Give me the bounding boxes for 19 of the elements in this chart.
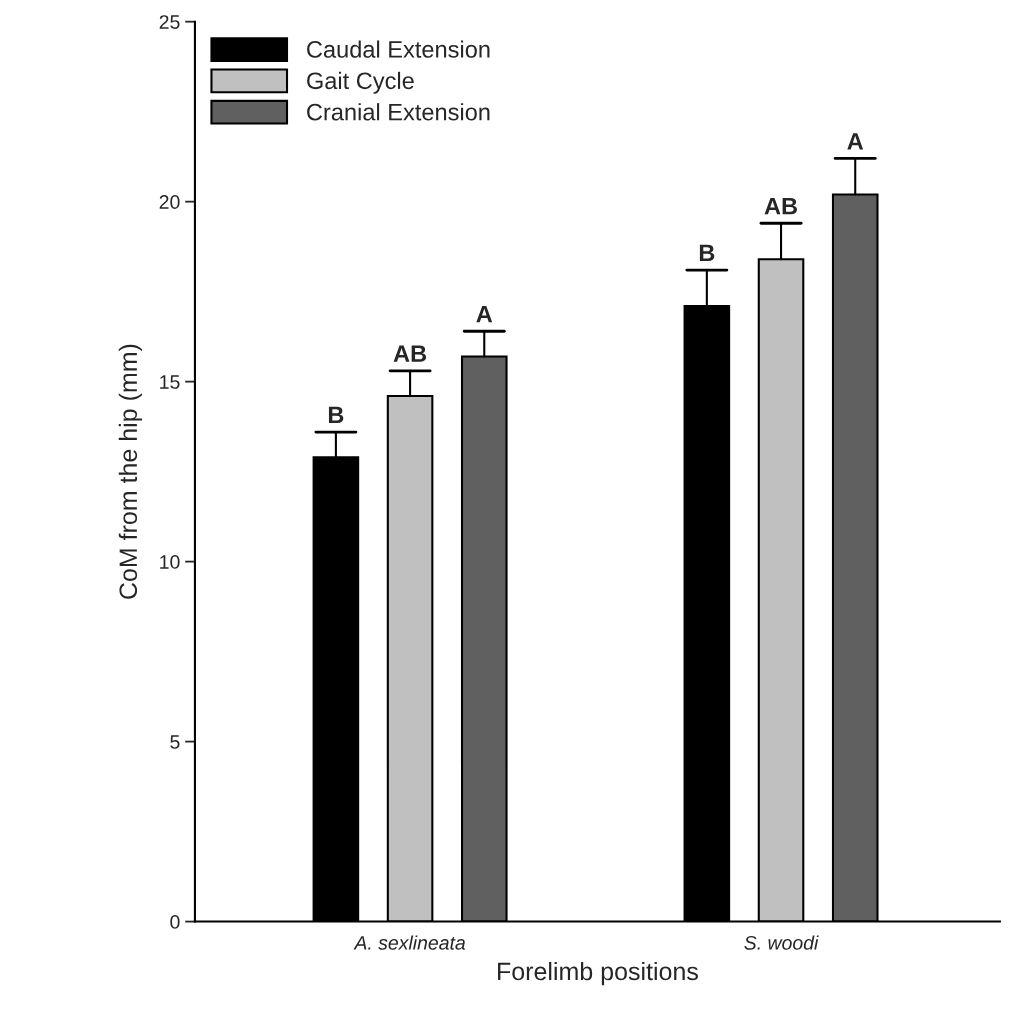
x-tick-label: A. sexlineata: [353, 935, 466, 950]
data-label: A: [847, 133, 864, 150]
data-label: B: [328, 406, 344, 423]
data-label: B: [699, 244, 715, 261]
x-tick-label: S. woodi: [744, 935, 819, 950]
legend-label: Caudal Extension: [307, 40, 490, 58]
y-tick-label: 20: [159, 195, 180, 209]
data-label: AB: [764, 197, 798, 215]
y-tick-label: 0: [170, 915, 180, 929]
x-axis-title: Forelimb positions: [498, 961, 698, 986]
y-tick-label: 25: [159, 15, 180, 29]
y-tick-label: 15: [160, 375, 180, 389]
y-tick-label: 10: [160, 555, 180, 569]
data-label: AB: [393, 345, 427, 362]
legend-label: Cranial Extension: [307, 103, 490, 121]
data-label: A: [476, 305, 493, 323]
y-tick-label: 5: [170, 735, 180, 749]
legend-label: Gait Cycle: [307, 71, 414, 94]
y-axis-title: CoM from the hip (mm): [118, 344, 143, 599]
